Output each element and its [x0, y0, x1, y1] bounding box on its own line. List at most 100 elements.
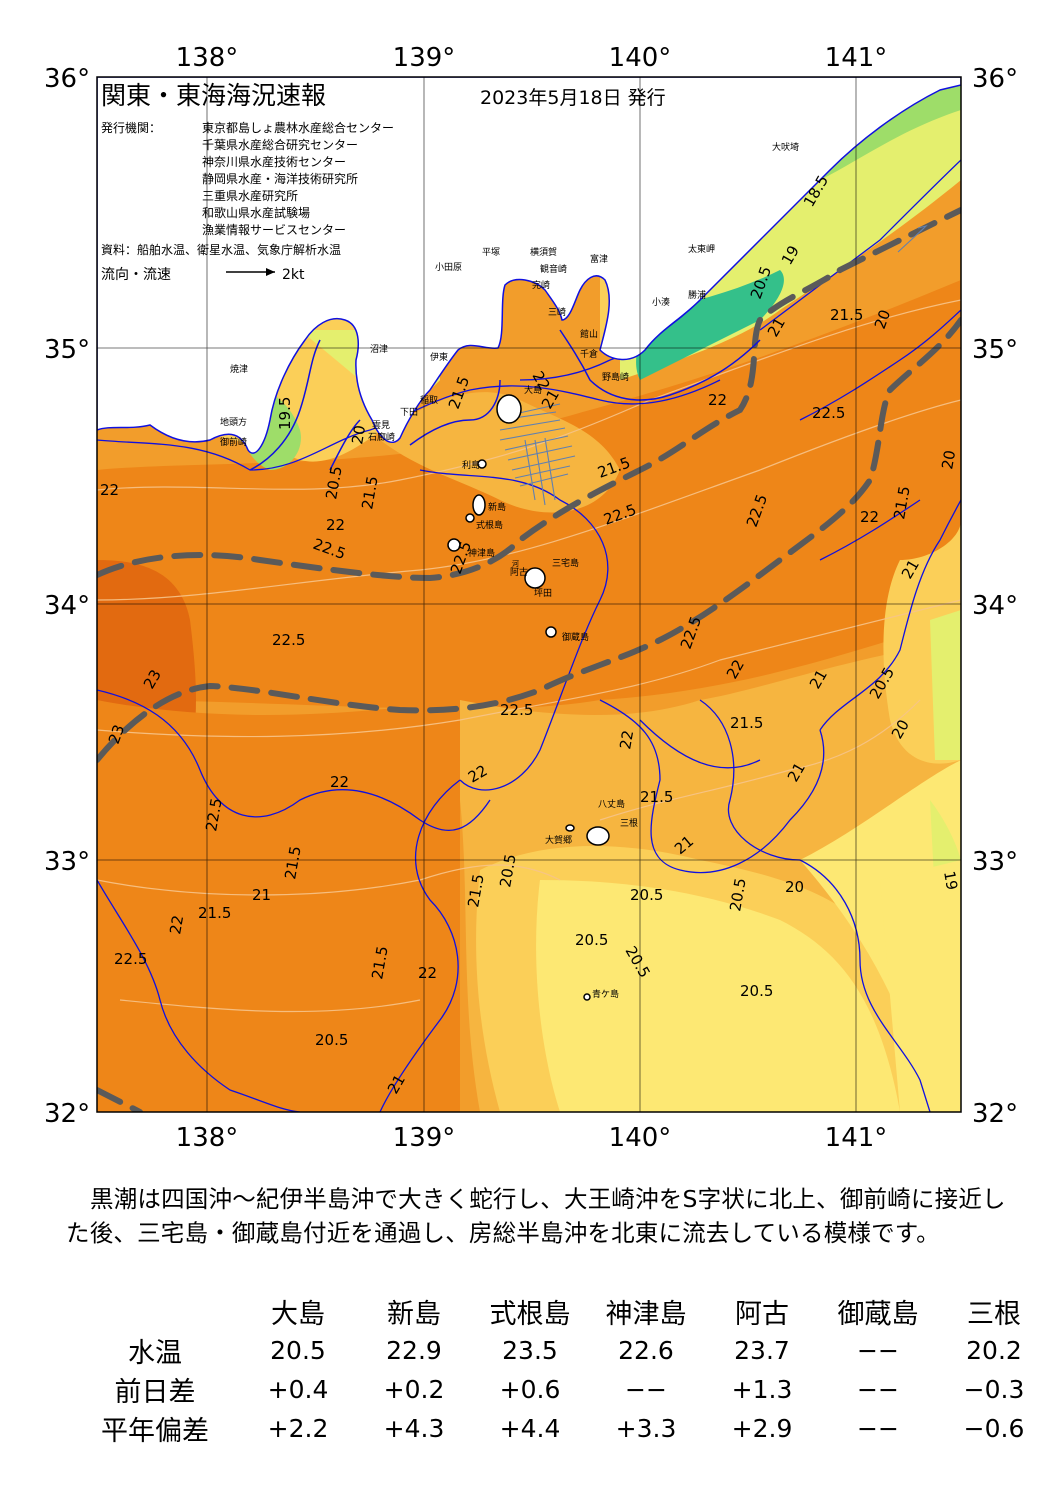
- isotherm-label: 20.5: [315, 1031, 348, 1049]
- place-hachijojima: 八丈島: [598, 798, 625, 810]
- place-aogashima: 青ケ島: [592, 988, 619, 1000]
- temperature-table: 大島 新島 式根島 神津島 阿古 御蔵島 三根 水温 20.5 22.9 23.…: [70, 1292, 1052, 1448]
- isotherm-label: 22: [326, 516, 345, 534]
- place-jitogata: 地頭方: [220, 416, 247, 428]
- place-okago: 大賀郷: [545, 834, 572, 846]
- isotherm-label: 21.5: [198, 904, 231, 922]
- place-taitozaki: 太東岬: [688, 243, 715, 255]
- table-cell: +1.3: [731, 1375, 793, 1404]
- isotherm-label: 21.5: [368, 945, 392, 981]
- table-cell: 20.2: [966, 1336, 1022, 1365]
- data-sources: 資料：船舶水温、衛星水温、気象庁解析水温: [101, 242, 341, 257]
- table-row: 水温 20.5 22.9 23.5 22.6 23.7 −− 20.2: [70, 1331, 1052, 1370]
- isotherm-label: 22: [100, 481, 119, 499]
- table-row: 平年偏差 +2.2 +4.3 +4.4 +3.3 +2.9 −− −0.6: [70, 1409, 1052, 1448]
- isotherm-label: 21.5: [830, 306, 863, 324]
- table-cell: +3.3: [615, 1414, 677, 1443]
- isotherm-label: 20.5: [496, 853, 520, 889]
- table-cell: −−: [857, 1375, 899, 1404]
- isotherm-label: 22: [616, 729, 637, 751]
- place-tateyama: 館山: [580, 328, 598, 340]
- publisher-4: 三重県水産研究所: [202, 188, 298, 203]
- lat-tick-right-34: 34°: [972, 591, 1018, 621]
- table-cell: 20.5: [270, 1336, 326, 1365]
- lat-tick-left-35: 35°: [44, 335, 90, 365]
- place-katsuura: 勝浦: [688, 289, 706, 301]
- flow-legend-scale: 2kt: [282, 267, 305, 283]
- table-cell: 22.6: [618, 1336, 674, 1365]
- place-hiratsuka: 平塚: [482, 247, 500, 258]
- place-nojimazaki: 野島崎: [602, 371, 629, 383]
- isotherm-label: 21.5: [281, 845, 305, 881]
- publisher-label: 発行機関：: [101, 120, 161, 135]
- place-kumomi: 雲見: [372, 420, 390, 431]
- lon-tick-bottom-140: 140°: [609, 1123, 672, 1153]
- col-header: 阿古: [735, 1299, 789, 1330]
- table-cell: +2.2: [267, 1414, 329, 1443]
- isotherm-label: 21.5: [730, 714, 763, 732]
- isotherm-label: 20.5: [575, 931, 608, 949]
- table-cell: −−: [857, 1336, 899, 1365]
- table-header-row: 大島 新島 式根島 神津島 阿古 御蔵島 三根: [70, 1292, 1052, 1331]
- place-niijima: 新島: [488, 501, 506, 513]
- isotherm-label: 20: [348, 424, 369, 446]
- place-chikura: 千倉: [580, 348, 598, 360]
- isotherm-label: 22: [860, 508, 879, 526]
- isotherm-label: 22.5: [272, 631, 305, 649]
- table-cell: 23.7: [734, 1336, 790, 1365]
- lon-tick-bottom-141: 141°: [825, 1123, 888, 1153]
- isotherm-label: 20.5: [740, 982, 773, 1000]
- place-kannonzaki: 観音崎: [540, 263, 567, 275]
- col-header: 三根: [967, 1299, 1021, 1330]
- lon-tick-top-140: 140°: [609, 43, 672, 73]
- isotherm-label: 20: [871, 307, 894, 331]
- lon-tick-top-138: 138°: [176, 43, 239, 73]
- row-label: 水温: [128, 1338, 182, 1369]
- isotherm-label: 19.5: [276, 397, 294, 430]
- issue-date: 2023年5月18日 発行: [480, 87, 666, 109]
- place-tsubota: 坪田: [534, 588, 552, 599]
- publisher-5: 和歌山県水産試験場: [202, 205, 310, 220]
- row-label: 前日差: [114, 1377, 196, 1408]
- lat-tick-right-35: 35°: [972, 335, 1018, 365]
- table-cell: −−: [857, 1414, 899, 1443]
- lat-tick-left-32: 32°: [44, 1099, 90, 1129]
- publisher-2: 神奈川県水産技術センター: [202, 154, 346, 169]
- place-ako: 阿古: [510, 566, 528, 578]
- place-irozaki: 石廊崎: [368, 431, 395, 443]
- place-inubosaki: 大吠埼: [772, 141, 799, 153]
- place-kanzaki: 完崎: [532, 279, 550, 291]
- lat-tick-right-33: 33°: [972, 847, 1018, 877]
- isotherm-label: 20.5: [630, 886, 663, 904]
- isotherm-label: 22.5: [114, 950, 147, 968]
- table-cell: +0.6: [499, 1375, 561, 1404]
- lat-tick-left-34: 34°: [44, 591, 90, 621]
- place-mitsune: 三根: [620, 817, 638, 829]
- isotherm-label: 19: [940, 870, 961, 892]
- isotherm-label: 21.5: [890, 485, 914, 521]
- lat-tick-right-36: 36°: [972, 64, 1018, 94]
- place-kou: 河: [512, 560, 519, 568]
- lat-tick-left-33: 33°: [44, 847, 90, 877]
- place-odawara: 小田原: [435, 262, 462, 273]
- col-header: 御蔵島: [837, 1299, 919, 1330]
- flow-legend-label: 流向・流速: [101, 267, 171, 283]
- table-cell: −−: [625, 1375, 667, 1404]
- table-cell: −0.6: [963, 1414, 1025, 1443]
- isotherm-label: 20.5: [726, 877, 750, 913]
- col-header: 式根島: [489, 1299, 571, 1330]
- place-ito: 伊東: [430, 351, 448, 363]
- place-inatori: 稲取: [420, 394, 438, 406]
- publisher-0: 東京都島しょ農林水産総合センター: [202, 120, 394, 135]
- lon-tick-bottom-139: 139°: [393, 1123, 456, 1153]
- table-cell: +4.3: [383, 1414, 445, 1443]
- place-yokosuka: 横須賀: [530, 246, 557, 258]
- map-title: 関東・東海海況速報: [101, 81, 326, 110]
- table-cell: −0.3: [963, 1375, 1025, 1404]
- isotherm-label: 22: [166, 914, 187, 936]
- isotherm-label: 22: [708, 391, 727, 409]
- lat-tick-left-36: 36°: [44, 64, 90, 94]
- isotherm-label: 21.5: [464, 873, 488, 909]
- isotherm-label: 20: [785, 878, 804, 896]
- isotherm-label: 20.5: [322, 465, 346, 501]
